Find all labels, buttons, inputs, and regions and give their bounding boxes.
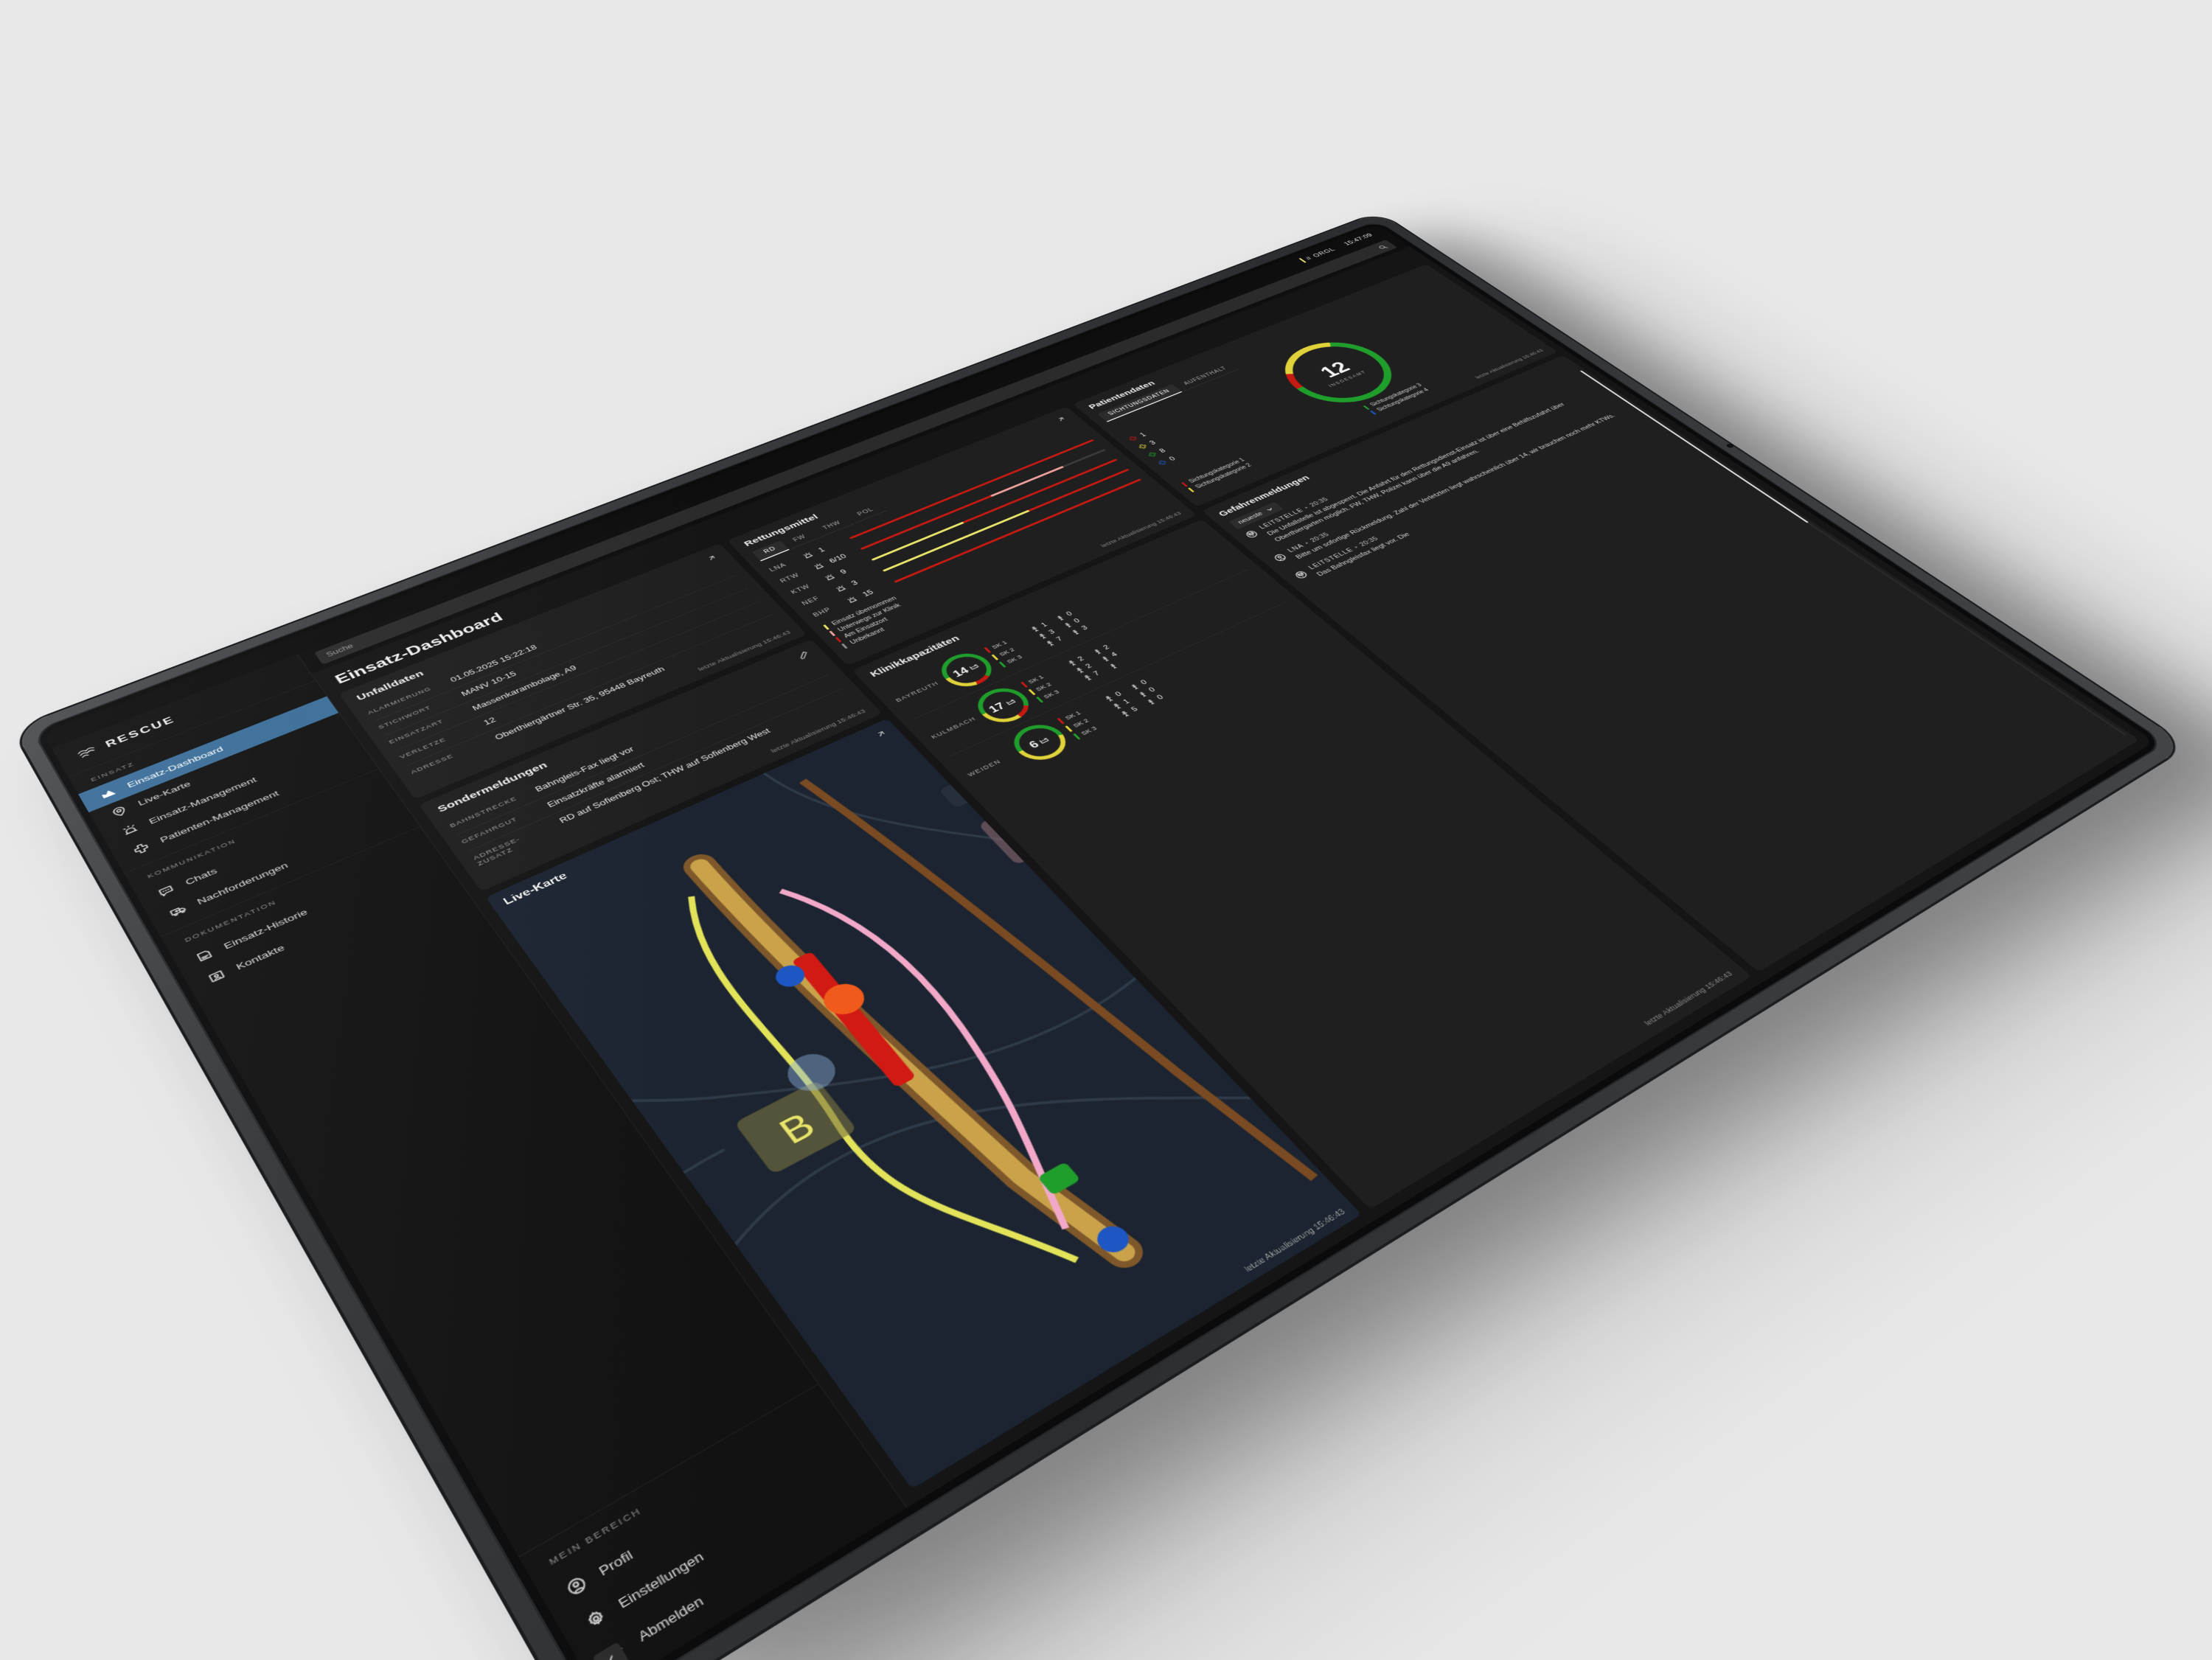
ring-center: 14 bbox=[939, 652, 994, 688]
app-shell: RESCUE EINSATZ Einsatz-Dashboard Live-Ka… bbox=[52, 234, 2154, 1660]
scrollbar-thumb[interactable] bbox=[1580, 370, 1809, 523]
chevron-down-icon bbox=[1264, 506, 1276, 513]
adult-icon bbox=[1081, 674, 1094, 683]
user-circle-icon bbox=[1270, 551, 1290, 563]
legend-swatch bbox=[1020, 682, 1028, 688]
adult-icon bbox=[1065, 659, 1079, 668]
legend-swatch bbox=[1028, 689, 1035, 695]
edit-icon[interactable] bbox=[795, 649, 813, 662]
medical-cross-icon bbox=[131, 840, 153, 857]
last-updated: letzte Aktualisierung 15:46:43 bbox=[1242, 1207, 1347, 1274]
scene: # ORGL 15:47:09 bbox=[0, 0, 2212, 1474]
ring-center: 17 bbox=[975, 686, 1032, 724]
child-icon bbox=[1062, 621, 1075, 629]
front-camera bbox=[1725, 443, 1734, 448]
child-icon bbox=[1128, 683, 1141, 691]
child-icon bbox=[1136, 690, 1150, 699]
medical-cross-icon bbox=[1127, 435, 1140, 442]
legend-swatch bbox=[992, 655, 999, 660]
row-key: ADRESSE bbox=[408, 738, 488, 775]
expand-icon[interactable] bbox=[1053, 414, 1070, 424]
legend-swatch bbox=[1036, 697, 1043, 702]
count-value: 8 bbox=[1157, 447, 1166, 454]
child-icon bbox=[1107, 662, 1120, 671]
map-pin-icon bbox=[108, 803, 130, 820]
user-circle-icon bbox=[562, 1572, 591, 1600]
legend-swatch bbox=[1363, 405, 1370, 410]
siren-icon bbox=[832, 583, 849, 594]
child-icon bbox=[1144, 697, 1158, 706]
radio-icon bbox=[1292, 569, 1311, 581]
orgl-color-bar bbox=[1298, 258, 1306, 263]
siren-icon bbox=[800, 550, 817, 560]
expand-icon[interactable] bbox=[703, 552, 721, 563]
adult-icon bbox=[1119, 709, 1133, 718]
row-key: VERLETZE bbox=[397, 723, 476, 760]
card-title: Sondermeldungen bbox=[436, 761, 550, 815]
medical-cross-icon bbox=[1146, 450, 1159, 458]
medical-cross-icon bbox=[1155, 458, 1169, 466]
siren-icon bbox=[844, 594, 860, 605]
adult-icon bbox=[1044, 639, 1057, 648]
siren-icon bbox=[821, 572, 838, 583]
row-key: BAHNSTRECKE bbox=[448, 790, 529, 829]
tablet-device: # ORGL 15:47:09 bbox=[13, 212, 2188, 1660]
adult-icon bbox=[1029, 625, 1042, 633]
legend-swatch bbox=[823, 624, 830, 630]
sidebar-item-label: Profil bbox=[596, 1547, 635, 1579]
bed-icon bbox=[1037, 736, 1051, 744]
count-value: 1 bbox=[1138, 431, 1147, 438]
scrollbar[interactable] bbox=[1580, 370, 2127, 736]
hospital-name: BAYREUTH bbox=[894, 680, 941, 703]
child-icon bbox=[1054, 614, 1067, 622]
adult-icon bbox=[1110, 702, 1124, 711]
legend-swatch bbox=[984, 647, 992, 653]
legend-swatch bbox=[1065, 725, 1072, 732]
child-icon bbox=[1069, 628, 1082, 636]
bed-icon bbox=[967, 662, 981, 671]
hospital-name: KULMBACH bbox=[929, 716, 977, 740]
ambulance-icon bbox=[167, 902, 189, 919]
last-updated: letzte Aktualisierung 15:46:43 bbox=[1363, 966, 1735, 1195]
legend-swatch bbox=[1073, 733, 1080, 740]
child-count bbox=[1107, 662, 1120, 671]
child-icon bbox=[1099, 655, 1112, 663]
legend-swatch bbox=[1181, 482, 1188, 487]
count-value: 3 bbox=[1147, 439, 1157, 446]
legend-swatch bbox=[1057, 718, 1065, 725]
ring-center: 6 bbox=[1011, 723, 1068, 762]
child-icon bbox=[1091, 647, 1104, 656]
siren-icon bbox=[119, 822, 142, 838]
adult-icon bbox=[1036, 632, 1049, 641]
chart-icon bbox=[98, 786, 119, 801]
row-key: GEFAHRGUT bbox=[459, 806, 540, 845]
count-value: 0 bbox=[1167, 456, 1177, 462]
adult-icon bbox=[1102, 694, 1116, 703]
radio-icon bbox=[1242, 529, 1262, 540]
legend-swatch bbox=[830, 631, 836, 636]
document-icon bbox=[193, 946, 216, 964]
sort-label: neueste bbox=[1237, 511, 1265, 526]
rescue-logo-icon bbox=[74, 743, 100, 762]
gear-icon bbox=[581, 1604, 611, 1633]
medical-cross-icon bbox=[1136, 443, 1150, 450]
siren-icon bbox=[810, 561, 827, 571]
row-key: ADRESSE-ZUSATZ bbox=[471, 822, 557, 868]
card-title: Live-Karte bbox=[501, 871, 570, 907]
search-icon[interactable] bbox=[1376, 243, 1389, 251]
hash-icon: # bbox=[1304, 255, 1313, 261]
free-beds: 6 bbox=[1026, 739, 1042, 751]
last-updated: letzte Aktualisierung 15:46:43 bbox=[483, 705, 868, 881]
bed-icon bbox=[1004, 697, 1018, 706]
legend-swatch bbox=[999, 661, 1006, 667]
legend-swatch bbox=[835, 637, 842, 642]
adult-icon bbox=[1073, 666, 1086, 675]
hospital-name: WEIDEN bbox=[966, 753, 1015, 778]
